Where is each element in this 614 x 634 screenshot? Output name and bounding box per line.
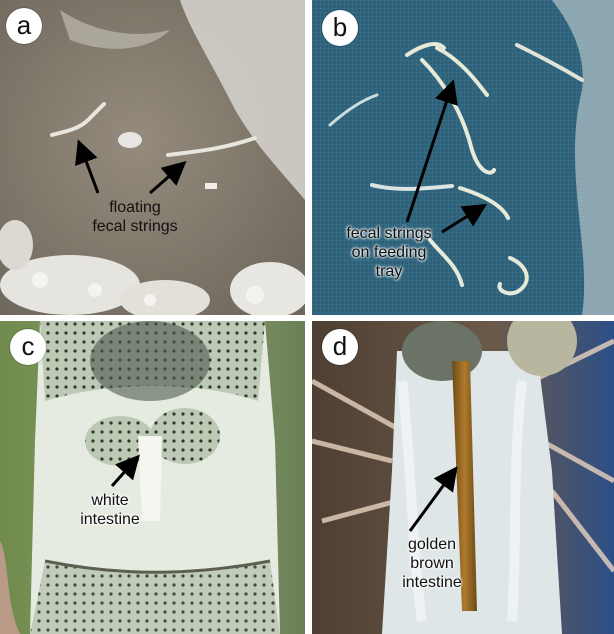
panel-d: d golden brown intestine [312, 321, 614, 634]
panel-b-label: b [322, 10, 358, 46]
panel-c-caption-line2: intestine [80, 511, 140, 528]
panel-a-photo [0, 0, 305, 315]
panel-d-caption-line1: golden [407, 536, 457, 553]
panel-a-label: a [6, 8, 42, 44]
panel-a-caption: floating fecal strings [70, 198, 200, 236]
panel-c-photo [0, 321, 305, 634]
panel-d-caption-line2: brown [410, 555, 454, 572]
panel-a-caption-line2: fecal strings [92, 218, 178, 235]
panel-b-caption-line1: fecal strings [346, 225, 432, 242]
panel-b-photo [312, 0, 614, 315]
panel-d-label: d [322, 329, 358, 365]
panel-a: a floating fecal strings [0, 0, 305, 315]
panel-c-caption-line1: white [91, 492, 129, 509]
panel-a-caption-line1: floating [109, 199, 161, 216]
panel-d-photo [312, 321, 614, 634]
panel-b-caption: fecal strings on feeding tray [324, 224, 454, 281]
panel-b: b fecal strings on feeding tray [312, 0, 614, 315]
panel-c: c white intestine [0, 321, 305, 634]
panel-c-label: c [10, 329, 46, 365]
panel-d-caption-line3: intestine [402, 574, 462, 591]
panel-b-caption-line2: on feeding [351, 244, 427, 261]
panel-c-caption: white intestine [60, 491, 160, 529]
panel-d-caption: golden brown intestine [387, 535, 477, 592]
panel-b-caption-line3: tray [375, 263, 403, 280]
